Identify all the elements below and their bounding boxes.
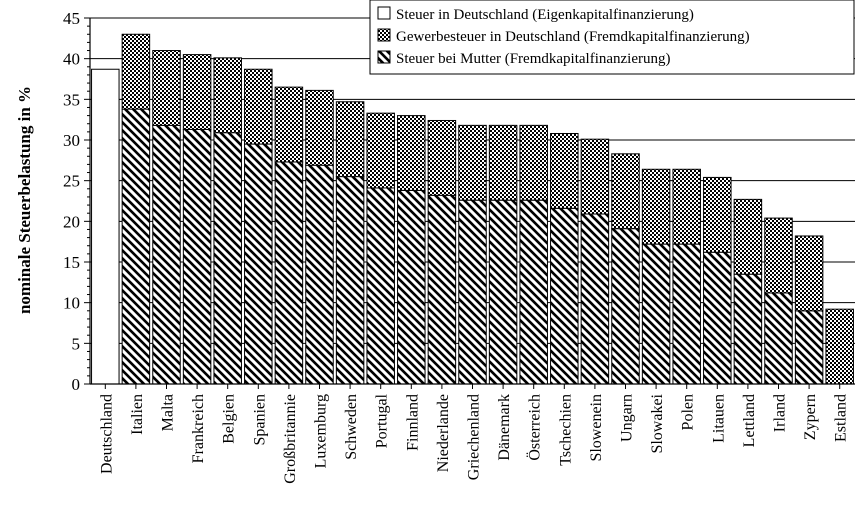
bar-segment: [550, 207, 579, 385]
y-tick-label: 10: [63, 294, 80, 313]
x-category-label: Deutschland: [98, 394, 115, 474]
bar-segment: [121, 108, 151, 385]
bar-segment: [213, 57, 242, 134]
x-category-label: Schweden: [343, 394, 360, 460]
bar-segment: [641, 168, 671, 245]
legend-label: Steuer bei Mutter (Fremdkapitalfinanzier…: [396, 51, 671, 67]
x-category-label: Lettland: [741, 394, 758, 447]
bar-segment: [274, 161, 304, 385]
x-category-label: Malta: [160, 394, 177, 431]
x-category-label: Österreich: [526, 394, 544, 461]
x-category-label: Zypern: [802, 394, 819, 440]
x-category-label: Niederlande: [435, 394, 452, 472]
bar-segment: [611, 228, 640, 385]
y-axis-label: nominale Steuerbelastung in %: [15, 86, 34, 314]
legend-swatch: [377, 6, 391, 20]
y-tick-label: 20: [63, 212, 80, 231]
bar-segment: [397, 115, 426, 191]
x-category-label: Ungarn: [619, 394, 636, 442]
legend-swatch: [377, 28, 391, 42]
bar-segment: [488, 199, 518, 385]
bar-segment: [672, 243, 701, 385]
legend-box: [369, 0, 855, 75]
bar-segment: [91, 68, 120, 385]
x-category-label: Tschechien: [557, 394, 574, 466]
x-category-label: Polen: [680, 394, 697, 430]
bar-segment: [703, 251, 732, 385]
bar-segment: [121, 33, 151, 110]
y-tick-label: 15: [63, 253, 80, 272]
y-tick-label: 25: [63, 172, 80, 191]
bar-segment: [580, 213, 610, 385]
x-category-label: Italien: [129, 394, 146, 435]
y-tick-label: 40: [63, 50, 80, 69]
y-tick-label: 35: [63, 90, 80, 109]
legend-swatch: [377, 50, 391, 64]
x-category-label: Dänemark: [496, 394, 513, 461]
x-category-label: Irland: [772, 394, 789, 432]
bar-segment: [335, 101, 365, 178]
bar-segment: [182, 54, 212, 130]
bar-segment: [213, 132, 242, 385]
bar-segment: [366, 112, 395, 189]
bar-segment: [458, 124, 487, 201]
bar-segment: [244, 143, 273, 385]
bar-segment: [366, 187, 395, 385]
y-tick-label: 45: [63, 9, 80, 28]
bar-segment: [335, 176, 365, 385]
y-tick-label: 5: [72, 334, 81, 353]
x-category-labels: Deutschland Italien Malta Frankreich Belgien…: [98, 393, 849, 483]
x-category-label: Großbritannie: [282, 394, 299, 484]
x-category-label: Portugal: [374, 393, 391, 448]
x-category-label: Slowakei: [649, 393, 666, 453]
bar-segment: [274, 86, 304, 163]
y-tick-label: 0: [72, 375, 81, 394]
bar-segment: [458, 199, 487, 385]
x-category-label: Griechenland: [466, 394, 483, 480]
bar-segment: [305, 89, 334, 166]
bar-segment: [733, 273, 763, 385]
bar-segment: [152, 50, 181, 126]
bar-segment: [672, 168, 701, 245]
bar-segment: [580, 138, 610, 215]
bar-segment: [764, 217, 793, 294]
bar-segment: [825, 308, 854, 385]
bar-segment: [519, 124, 548, 201]
bar-segment: [611, 153, 640, 230]
bar-segment: [152, 124, 181, 385]
x-category-label: Luxemburg: [313, 394, 330, 468]
bar-segment: [397, 189, 426, 385]
bar-segment: [427, 194, 457, 385]
bar-segment: [305, 164, 334, 385]
bar-segment: [641, 243, 671, 385]
bar-segment: [244, 68, 273, 145]
x-category-label: Belgien: [221, 394, 238, 444]
bar-segment: [519, 199, 548, 385]
bar-segment: [733, 198, 763, 275]
legend: Steuer in Deutschland (Eigenkapitalfinan…: [369, 0, 855, 75]
legend-label: Steuer in Deutschland (Eigenkapitalfinan…: [396, 7, 694, 23]
y-tick-label: 30: [63, 131, 80, 150]
bar-segment: [488, 124, 518, 201]
bar-segment: [794, 235, 824, 312]
bar-segment: [703, 176, 732, 253]
bar-segment: [794, 310, 824, 385]
bar-segment: [550, 132, 579, 209]
x-category-label: Spanien: [251, 394, 268, 446]
x-category-label: Estland: [833, 394, 850, 442]
x-category-label: Slowenein: [588, 394, 605, 462]
x-category-label: Litauen: [710, 394, 727, 443]
legend-label: Gewerbesteuer in Deutschland (Fremdkapit…: [396, 29, 750, 45]
y-tick-labels: 0 5 10 15 20 25 30 35 40 45: [63, 9, 80, 394]
bar-segment: [764, 292, 793, 385]
bar-segment: [182, 128, 212, 385]
x-category-label: Finnland: [404, 394, 421, 451]
bar-segment: [427, 119, 457, 196]
axes: [84, 17, 855, 389]
bars: [91, 33, 854, 385]
x-category-label: Frankreich: [190, 394, 207, 463]
